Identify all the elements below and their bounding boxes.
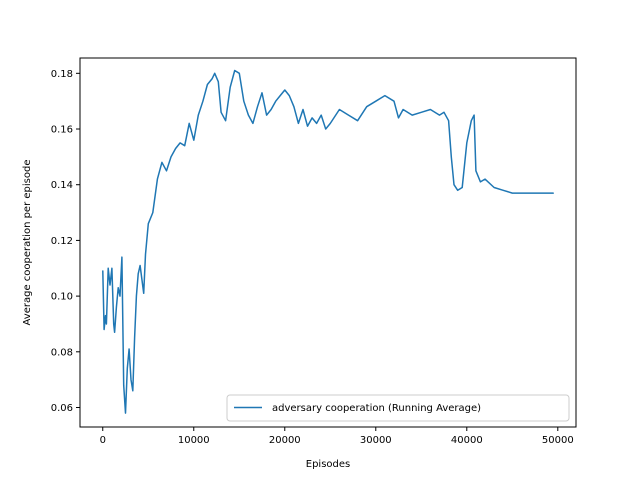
x-tick-label: 30000 <box>360 435 392 446</box>
y-tick-label: 0.10 <box>51 292 73 303</box>
legend-box <box>226 394 570 422</box>
y-tick-label: 0.12 <box>51 236 73 247</box>
y-tick-label: 0.06 <box>51 403 73 414</box>
x-tick-label: 20000 <box>269 435 301 446</box>
x-tick-label: 50000 <box>542 435 574 446</box>
x-axis: 0 10000 20000 30000 40000 50000 <box>100 427 574 446</box>
y-tick-label: 0.16 <box>51 125 73 136</box>
x-axis-label: Episodes <box>306 459 350 470</box>
legend: adversary cooperation (Running Average) <box>226 394 570 422</box>
y-tick-label: 0.08 <box>51 347 73 358</box>
x-tick-label: 40000 <box>451 435 483 446</box>
y-axis-label: Average cooperation per episode <box>22 160 33 326</box>
y-axis: 0.06 0.08 0.10 0.12 0.14 0.16 0.18 <box>51 69 80 414</box>
series-line-0 <box>102 69 554 414</box>
y-tick-label: 0.18 <box>51 69 73 80</box>
series-layer <box>102 69 554 414</box>
x-tick-label: 0 <box>100 435 106 446</box>
y-tick-label: 0.14 <box>51 180 73 191</box>
legend-label: adversary cooperation (Running Average) <box>272 403 481 414</box>
x-tick-label: 10000 <box>178 435 210 446</box>
plot-area-frame <box>79 57 577 428</box>
